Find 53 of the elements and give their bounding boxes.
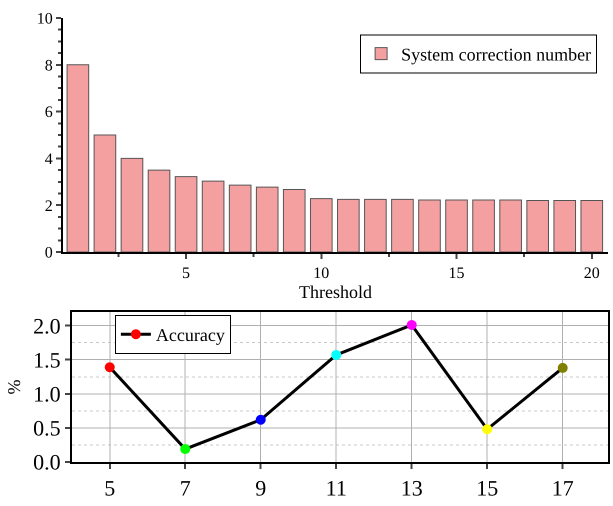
legend-label: System correction number <box>401 44 592 65</box>
bar <box>228 184 252 252</box>
x-axis-title: Threshold <box>299 282 372 302</box>
y-tick-label: 1.0 <box>33 382 61 407</box>
x-tick-label: 7 <box>180 475 191 500</box>
x-tick-label: 10 <box>313 265 330 282</box>
bar <box>364 198 387 252</box>
bar <box>499 200 522 252</box>
bar <box>553 200 576 252</box>
point <box>104 362 115 372</box>
bar <box>310 198 333 252</box>
x-tick-label: 20 <box>584 265 600 282</box>
y-tick-label: 0 <box>44 244 53 262</box>
y-tick-label: 1.5 <box>33 347 61 372</box>
x-tick-label: 13 <box>400 475 423 500</box>
bar <box>94 134 116 252</box>
x-tick-label: 11 <box>326 475 347 500</box>
x-tick-label: 5 <box>104 475 116 500</box>
y-tick-label: 2.0 <box>33 313 61 338</box>
point <box>180 444 190 454</box>
legend-label: Accuracy <box>156 325 225 346</box>
point <box>331 350 342 360</box>
bar <box>174 176 198 252</box>
x-tick-label: 9 <box>255 475 266 500</box>
y-tick-label: 2 <box>44 198 53 215</box>
bar <box>148 170 170 252</box>
point <box>482 424 492 434</box>
x-tick-label: 17 <box>552 475 574 500</box>
y-axis-title: % <box>4 380 24 394</box>
bar <box>391 198 414 252</box>
y-tick-label: 4 <box>44 151 53 168</box>
bar <box>337 198 360 252</box>
bar <box>256 186 279 252</box>
point <box>256 414 266 425</box>
point <box>406 320 417 330</box>
x-tick-label: 15 <box>476 475 498 500</box>
y-tick-label: 0.0 <box>33 450 61 475</box>
y-tick-label: 10 <box>36 10 53 28</box>
bar <box>202 180 224 252</box>
bar <box>526 200 549 252</box>
x-tick-label: 5 <box>182 265 190 282</box>
bar <box>282 189 306 252</box>
point <box>558 362 568 373</box>
x-tick-label: 15 <box>448 265 465 282</box>
bar <box>120 158 144 252</box>
bar <box>66 64 90 252</box>
y-tick-label: 8 <box>44 57 53 74</box>
bar <box>418 200 441 252</box>
y-tick-label: 0.5 <box>33 416 61 441</box>
y-tick-label: 6 <box>44 104 53 122</box>
bar <box>580 200 604 252</box>
bar <box>445 200 468 252</box>
bar <box>472 200 495 252</box>
